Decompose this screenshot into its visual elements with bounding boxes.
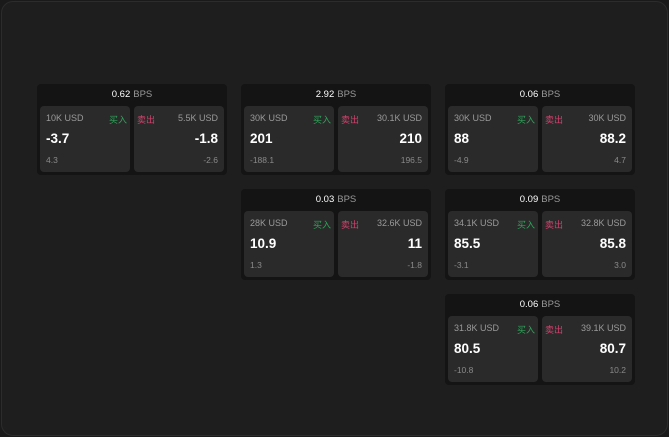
quote-card: 0.03 BPS 28K USD 买入 10.9 1.3 卖出 32.6K USD… [241, 189, 431, 280]
buy-price: 85.5 [454, 236, 481, 251]
buy-button[interactable]: 10K USD 买入 -3.7 4.3 [40, 106, 130, 172]
buy-size: 30K USD [250, 113, 288, 123]
sell-size: 32.8K USD [580, 218, 626, 228]
quote-card: 0.09 BPS 34.1K USD 买入 85.5 -3.1 卖出 32.8K … [445, 189, 635, 280]
sell-change: 10.2 [609, 365, 626, 375]
sell-label: 卖出 [341, 115, 360, 125]
sell-label: 卖出 [341, 220, 360, 230]
buy-change: 4.3 [46, 155, 58, 165]
sell-button[interactable]: 卖出 39.1K USD 80.7 10.2 [542, 316, 632, 382]
sell-change: 4.7 [614, 155, 626, 165]
sell-price: 88.2 [599, 131, 626, 146]
buy-price: 201 [250, 131, 273, 146]
spread-unit: BPS [541, 194, 561, 205]
spread-unit: BPS [133, 89, 153, 100]
buy-label: 买入 [516, 325, 535, 335]
sell-button[interactable]: 卖出 30K USD 88.2 4.7 [542, 106, 632, 172]
spread-header: 0.06 BPS [445, 84, 635, 105]
buy-change: 1.3 [250, 260, 262, 270]
buy-price: 80.5 [454, 341, 481, 356]
buy-label: 买入 [108, 115, 127, 125]
sell-price: 85.8 [599, 236, 626, 251]
spread-header: 0.03 BPS [241, 189, 431, 210]
sell-price: 80.7 [599, 341, 626, 356]
buy-button[interactable]: 30K USD 买入 88 -4.9 [448, 106, 538, 172]
spread-value: 2.92 [315, 89, 335, 100]
sell-size: 30K USD [588, 113, 626, 123]
sell-label: 卖出 [545, 115, 564, 125]
buy-change: -3.1 [454, 260, 469, 270]
spread-value: 0.06 [519, 89, 539, 100]
buy-price: 88 [454, 131, 470, 146]
spread-unit: BPS [541, 89, 561, 100]
buy-price: -3.7 [46, 131, 70, 146]
sell-price: 11 [407, 236, 422, 251]
sell-button[interactable]: 卖出 5.5K USD -1.8 -2.6 [134, 106, 224, 172]
spread-header: 0.09 BPS [445, 189, 635, 210]
spread-value: 0.09 [519, 194, 539, 205]
buy-size: 31.8K USD [454, 323, 500, 333]
buy-label: 买入 [312, 115, 331, 125]
spread-value: 0.62 [111, 89, 131, 100]
buy-label: 买入 [516, 220, 535, 230]
quote-card: 0.62 BPS 10K USD 买入 -3.7 4.3 卖出 5.5K USD … [37, 84, 227, 175]
sell-button[interactable]: 卖出 30.1K USD 210 196.5 [338, 106, 428, 172]
buy-button[interactable]: 30K USD 买入 201 -188.1 [244, 106, 334, 172]
buy-change: -4.9 [454, 155, 469, 165]
buy-button[interactable]: 34.1K USD 买入 85.5 -3.1 [448, 211, 538, 277]
buy-size: 34.1K USD [454, 218, 500, 228]
sell-size: 39.1K USD [580, 323, 626, 333]
buy-change: -188.1 [250, 155, 275, 165]
buy-label: 买入 [516, 115, 535, 125]
spread-header: 2.92 BPS [241, 84, 431, 105]
sell-change: -1.8 [407, 260, 422, 270]
buy-button[interactable]: 28K USD 买入 10.9 1.3 [244, 211, 334, 277]
sell-change: 3.0 [614, 260, 626, 270]
quote-card: 2.92 BPS 30K USD 买入 201 -188.1 卖出 30.1K U… [241, 84, 431, 175]
sell-size: 30.1K USD [376, 113, 422, 123]
buy-price: 10.9 [250, 236, 277, 251]
spread-value: 0.03 [315, 194, 335, 205]
sell-label: 卖出 [545, 220, 564, 230]
sell-label: 卖出 [545, 325, 564, 335]
sell-label: 卖出 [137, 115, 156, 125]
sell-button[interactable]: 卖出 32.8K USD 85.8 3.0 [542, 211, 632, 277]
sell-price: 210 [399, 131, 422, 146]
sell-change: 196.5 [400, 155, 422, 165]
spread-header: 0.62 BPS [37, 84, 227, 105]
buy-size: 30K USD [454, 113, 492, 123]
buy-label: 买入 [312, 220, 331, 230]
buy-button[interactable]: 31.8K USD 买入 80.5 -10.8 [448, 316, 538, 382]
spread-header: 0.06 BPS [445, 294, 635, 315]
sell-button[interactable]: 卖出 32.6K USD 11 -1.8 [338, 211, 428, 277]
buy-change: -10.8 [454, 365, 474, 375]
spread-unit: BPS [337, 194, 357, 205]
buy-size: 28K USD [250, 218, 288, 228]
spread-value: 0.06 [519, 299, 539, 310]
spread-unit: BPS [541, 299, 561, 310]
quote-card: 0.06 BPS 31.8K USD 买入 80.5 -10.8 卖出 39.1K… [445, 294, 635, 385]
spread-unit: BPS [337, 89, 357, 100]
sell-price: -1.8 [194, 131, 218, 146]
buy-size: 10K USD [46, 113, 84, 123]
sell-change: -2.6 [203, 155, 218, 165]
sell-size: 5.5K USD [177, 113, 218, 123]
sell-size: 32.6K USD [376, 218, 422, 228]
quote-card: 0.06 BPS 30K USD 买入 88 -4.9 卖出 30K USD 88… [445, 84, 635, 175]
